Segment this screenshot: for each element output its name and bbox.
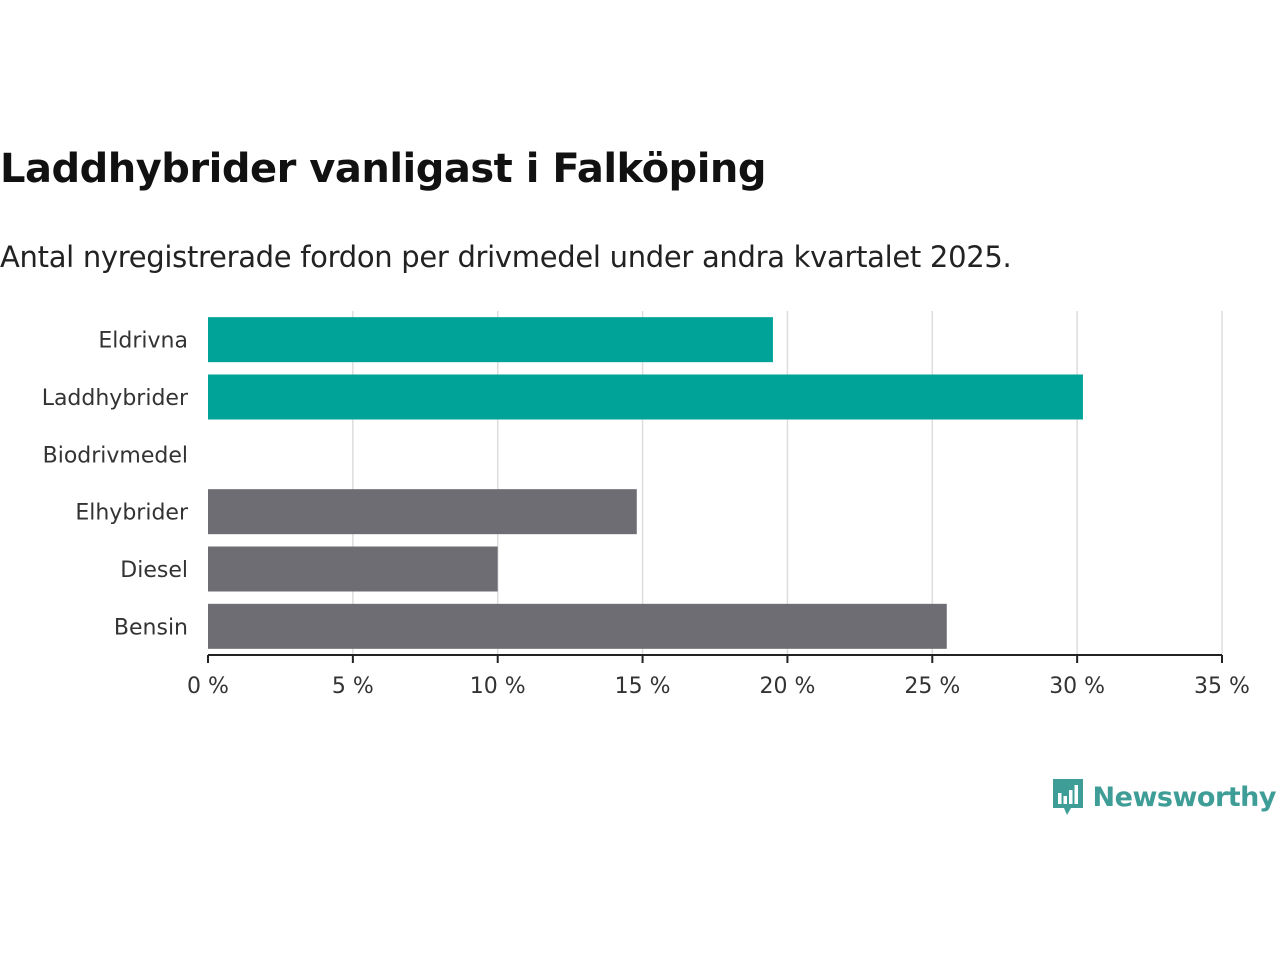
category-label: Bensin: [114, 615, 188, 640]
category-label: Diesel: [120, 558, 188, 583]
brand-name: Newsworthy: [1092, 781, 1277, 813]
x-tick-label: 25 %: [904, 674, 960, 699]
x-axis: 0 % 5 % 10 % 15 % 20 % 25 % 30 % 35 %: [187, 654, 1250, 699]
category-label: Eldrivna: [98, 329, 188, 354]
bar-elhybrider: [208, 489, 637, 535]
bar-bensin: [208, 603, 947, 649]
bar-eldrivna: [208, 317, 773, 363]
category-label: Biodrivmedel: [43, 443, 188, 468]
x-tick-label: 35 %: [1194, 674, 1250, 699]
x-tick-label: 0 %: [187, 674, 229, 699]
gridlines: [352, 311, 1223, 655]
bar-diesel: [208, 546, 498, 592]
chart-title: Laddhybrider vanligast i Falköping: [0, 146, 767, 192]
category-label: Elhybrider: [75, 501, 189, 526]
bar-chart-speech-bubble-icon: [1052, 779, 1083, 815]
bar-laddhybrider: [208, 374, 1083, 420]
x-tick-label: 30 %: [1049, 674, 1105, 699]
x-tick-label: 20 %: [759, 674, 815, 699]
x-tick-label: 15 %: [615, 674, 671, 699]
brand-logo: Newsworthy: [1051, 777, 1277, 817]
chart-subtitle: Antal nyregistrerade fordon per drivmede…: [0, 240, 1012, 274]
category-label: Laddhybrider: [42, 386, 189, 411]
category-labels: Eldrivna Laddhybrider Biodrivmedel Elhybrid…: [42, 329, 189, 641]
bars: [208, 317, 1083, 649]
x-tick-label: 10 %: [470, 674, 526, 699]
x-tick-label: 5 %: [332, 674, 374, 699]
